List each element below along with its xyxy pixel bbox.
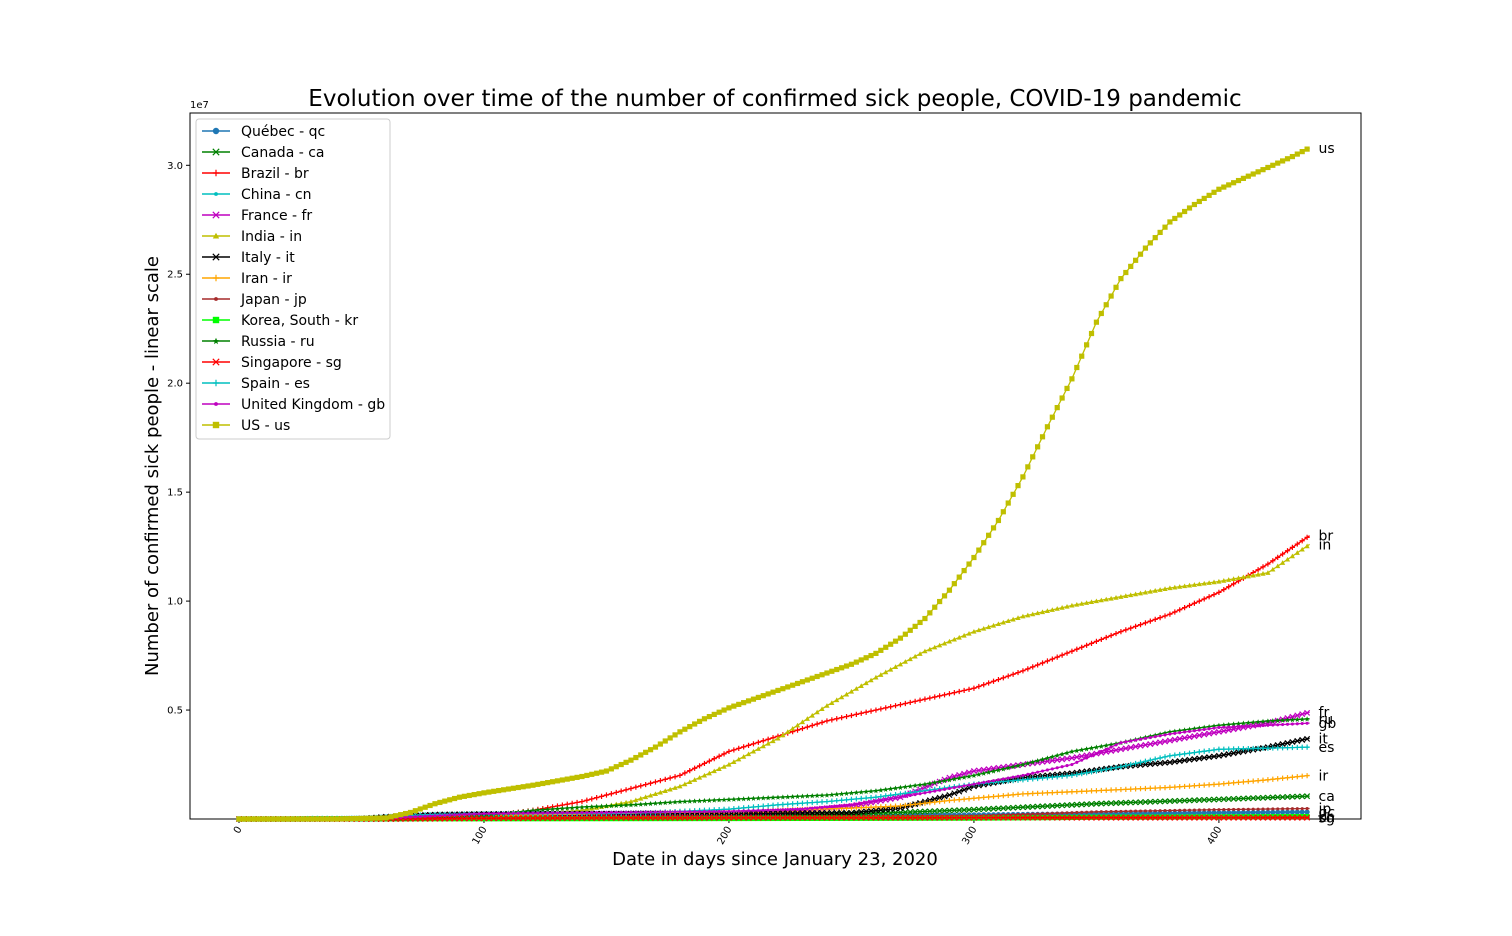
series-line-us xyxy=(239,147,1310,820)
end-label-es: es xyxy=(1319,740,1335,756)
legend-item-cn: China - cn xyxy=(202,187,312,203)
legend-marker xyxy=(212,316,220,324)
legend-marker xyxy=(212,337,220,345)
legend-item-qc: Québec - qc xyxy=(202,124,325,140)
legend-label: Japan - jp xyxy=(240,292,307,308)
legend-label: Korea, South - kr xyxy=(241,313,358,329)
legend-label: Spain - es xyxy=(241,376,310,392)
end-label-br: br xyxy=(1319,529,1334,545)
legend-marker xyxy=(212,148,220,156)
legend: Québec - qc Canada - ca Brazil - br China -… xyxy=(195,118,391,440)
legend-item-sg: Singapore - sg xyxy=(202,355,342,371)
y-tick-label: 0.5 xyxy=(167,706,183,717)
legend-item-ir: Iran - ir xyxy=(202,271,292,287)
y-tick-label: 3.0 xyxy=(167,161,183,172)
end-label-in: in xyxy=(1319,537,1332,553)
legend-marker xyxy=(212,274,220,282)
series-line-es xyxy=(239,746,1310,820)
legend-marker xyxy=(212,169,220,177)
y-axis-label: Number of confirmed sick people - linear… xyxy=(142,256,163,676)
legend-item-fr: France - fr xyxy=(202,208,312,224)
series-gb xyxy=(237,721,1310,821)
legend-label: United Kingdom - gb xyxy=(241,397,385,413)
y-tick-label: 2.0 xyxy=(167,379,183,390)
end-label-ru: ru xyxy=(1319,712,1334,728)
end-label-qc: qc xyxy=(1319,805,1336,821)
x-tick-label: 100 xyxy=(471,825,490,847)
y-tick-label: 2.5 xyxy=(167,270,183,281)
legend-label: Canada - ca xyxy=(241,145,325,161)
end-label-us: us xyxy=(1319,141,1335,157)
series-us xyxy=(236,146,1310,822)
end-label-cn: cn xyxy=(1319,810,1336,826)
series-markers-br xyxy=(236,534,1310,822)
series-line-it xyxy=(239,737,1310,820)
legend-label: India - in xyxy=(241,229,302,245)
legend-marker xyxy=(212,127,220,135)
legend-item-us: US - us xyxy=(202,418,290,434)
end-label-ir: ir xyxy=(1319,768,1329,784)
legend-label: Singapore - sg xyxy=(241,355,342,371)
series-in xyxy=(236,543,1310,822)
legend-marker xyxy=(212,421,220,429)
x-axis-ticks: 0 100 200 300 400 xyxy=(232,819,1225,847)
legend-item-ca: Canada - ca xyxy=(202,145,325,161)
legend-label: Brazil - br xyxy=(241,166,309,182)
legend-label: China - cn xyxy=(241,187,312,203)
y-tick-label: 1.5 xyxy=(167,488,183,499)
legend-item-it: Italy - it xyxy=(202,250,295,266)
end-label-sg: sg xyxy=(1319,811,1335,827)
legend-label: Italy - it xyxy=(241,250,295,266)
legend-item-jp: Japan - jp xyxy=(202,292,307,308)
legend-marker xyxy=(214,297,218,301)
legend-label: US - us xyxy=(241,418,290,434)
legend-marker xyxy=(212,232,220,239)
legend-item-gb: United Kingdom - gb xyxy=(202,397,385,413)
legend-marker xyxy=(214,402,218,406)
series-br xyxy=(236,534,1310,822)
legend-label: Russia - ru xyxy=(241,334,315,350)
end-label-ca: ca xyxy=(1319,789,1335,805)
x-axis-label: Date in days since January 23, 2020 xyxy=(612,849,938,870)
series-markers-es xyxy=(236,744,1310,822)
x-tick-label: 300 xyxy=(960,825,979,847)
legend-marker xyxy=(212,253,220,261)
end-label-it: it xyxy=(1319,731,1329,747)
x-tick-label: 400 xyxy=(1205,825,1224,847)
end-label-kr: kr xyxy=(1319,810,1333,826)
y-tick-label: 1.0 xyxy=(167,597,183,608)
legend-label: Québec - qc xyxy=(241,124,325,140)
end-label-gb: gb xyxy=(1319,716,1337,732)
series-markers-us xyxy=(236,146,1310,822)
legend-item-es: Spain - es xyxy=(202,376,310,392)
end-label-fr: fr xyxy=(1319,705,1330,721)
legend-marker xyxy=(212,358,220,366)
series-markers-in xyxy=(236,543,1310,822)
x-tick-label: 200 xyxy=(716,825,735,847)
legend-marker xyxy=(214,192,218,196)
x-tick-label: 0 xyxy=(232,825,245,836)
legend-marker xyxy=(212,379,220,387)
series-line-br xyxy=(239,535,1310,820)
series-markers-gb xyxy=(237,721,1309,821)
chart-title: Evolution over time of the number of con… xyxy=(308,86,1241,112)
series-group xyxy=(235,146,1311,823)
legend-marker xyxy=(212,211,220,219)
legend-item-ru: Russia - ru xyxy=(202,334,315,350)
end-label-jp: jp xyxy=(1318,802,1332,818)
legend-label: France - fr xyxy=(241,208,312,224)
y-axis-ticks: 0.5 1.0 1.5 2.0 2.5 3.0 xyxy=(167,161,190,717)
legend-box xyxy=(195,118,391,440)
y-offset-text: 1e7 xyxy=(190,100,209,111)
legend-item-in: India - in xyxy=(202,229,302,245)
legend-label: Iran - ir xyxy=(241,271,292,287)
series-line-in xyxy=(239,543,1310,820)
legend-item-kr: Korea, South - kr xyxy=(202,313,358,329)
legend-item-br: Brazil - br xyxy=(202,166,309,182)
